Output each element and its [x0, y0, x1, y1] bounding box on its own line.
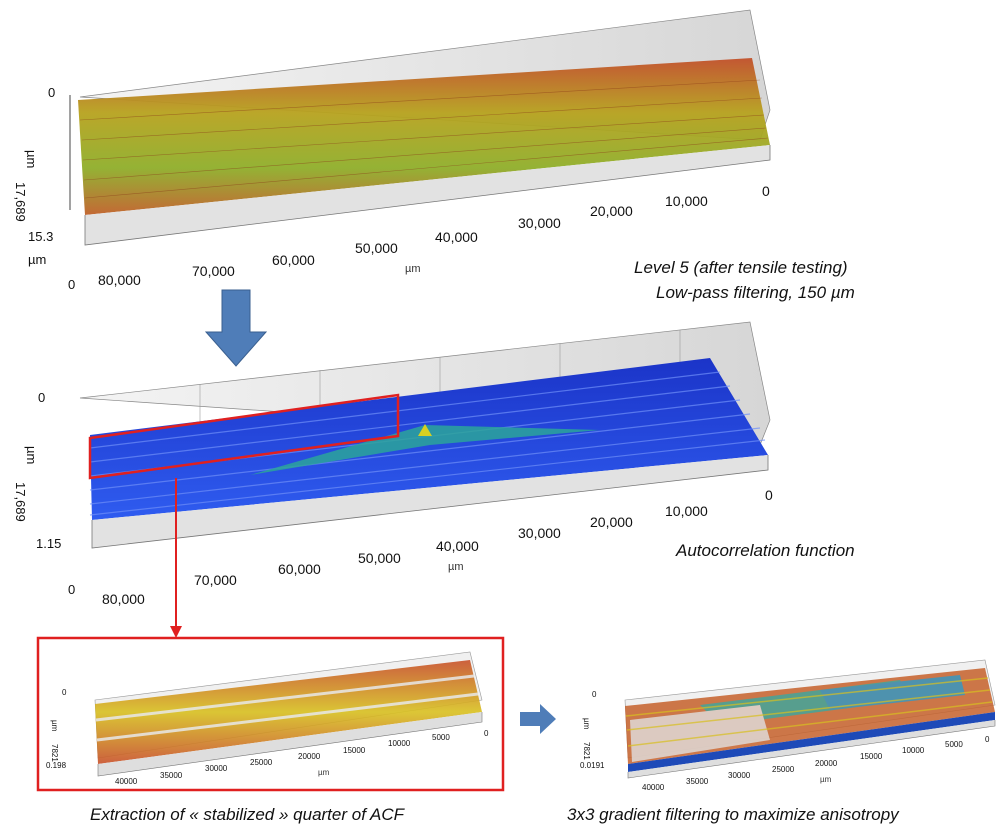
br-xtick-5: 15000 — [860, 752, 883, 761]
middle-y-zero: 0 — [68, 582, 75, 597]
top-xtick-1: 70,000 — [192, 263, 235, 279]
top-y-val: 15.3 — [28, 229, 53, 244]
middle-xtick-8: 0 — [765, 487, 773, 503]
br-z-val: 0.0191 — [580, 761, 605, 770]
bl-z-zero: 0 — [62, 688, 67, 697]
middle-acf-peak — [250, 425, 600, 475]
middle-xtick-3: 50,000 — [358, 550, 401, 566]
bl-z-unit: µm — [50, 720, 59, 732]
top-y-zero: 0 — [68, 277, 75, 292]
middle-xtick-4: 40,000 — [436, 538, 479, 554]
top-x-ticks: 80,000 70,000 60,000 50,000 40,000 30,00… — [98, 183, 770, 288]
br-xtick-2: 30000 — [728, 771, 751, 780]
bl-z-max: 7821 — [50, 744, 59, 762]
br-x-unit: µm — [820, 775, 832, 784]
br-xtick-3: 25000 — [772, 765, 795, 774]
top-caption-line1: Level 5 (after tensile testing) — [634, 258, 848, 277]
br-xtick-6: 10000 — [902, 746, 925, 755]
middle-caption: Autocorrelation function — [676, 541, 855, 560]
br-xtick-1: 35000 — [686, 777, 709, 786]
middle-z-unit: µm — [24, 446, 39, 464]
bl-xtick-4: 20000 — [298, 752, 321, 761]
middle-xtick-7: 10,000 — [665, 503, 708, 519]
top-surface-plot: 0 µm 17,689 15.3 µm 0 80,000 70,000 60,0… — [13, 9, 771, 292]
top-xtick-2: 60,000 — [272, 252, 315, 268]
bottom-left-frame — [36, 636, 505, 792]
br-xtick-4: 20000 — [815, 759, 838, 768]
bl-xtick-6: 10000 — [388, 739, 411, 748]
br-z-max: 7821 — [582, 742, 591, 760]
middle-xtick-2: 60,000 — [278, 561, 321, 577]
middle-x-unit: µm — [448, 561, 464, 573]
middle-acf-stripes — [89, 371, 766, 516]
bl-x-unit: µm — [318, 768, 330, 777]
down-arrow — [204, 289, 268, 367]
top-xtick-4: 40,000 — [435, 229, 478, 245]
top-xtick-0: 80,000 — [98, 272, 141, 288]
bl-xtick-3: 25000 — [250, 758, 273, 767]
top-x-unit: µm — [405, 263, 421, 275]
right-arrow — [520, 704, 556, 734]
middle-xtick-5: 30,000 — [518, 525, 561, 541]
top-xtick-3: 50,000 — [355, 240, 398, 256]
top-xtick-6: 20,000 — [590, 203, 633, 219]
bottom-left-plot: 0 µm 7821 0.198 40000 35000 30000 25000 … — [36, 636, 505, 792]
top-z-max: 17,689 — [13, 182, 28, 222]
bl-xtick-7: 5000 — [432, 733, 450, 742]
top-xtick-5: 30,000 — [518, 215, 561, 231]
br-xtick-7: 5000 — [945, 740, 963, 749]
top-xtick-8: 0 — [762, 183, 770, 199]
bl-xtick-5: 15000 — [343, 746, 366, 755]
bottom-right-plot: 0 µm 7821 0.0191 40000 35000 30000 25000… — [580, 659, 996, 792]
top-z-unit: µm — [24, 150, 39, 168]
bottom-left-caption: Extraction of « stabilized » quarter of … — [90, 805, 405, 824]
bl-xtick-1: 35000 — [160, 771, 183, 780]
middle-x-ticks: 80,000 70,000 60,000 50,000 40,000 30,00… — [102, 487, 773, 607]
middle-xtick-0: 80,000 — [102, 591, 145, 607]
top-caption-line2: Low-pass filtering, 150 µm — [656, 283, 855, 302]
bl-xtick-2: 30000 — [205, 764, 228, 773]
acf-quarter-highlight — [88, 393, 400, 480]
middle-xtick-6: 20,000 — [590, 514, 633, 530]
middle-base-edge — [91, 455, 769, 549]
middle-surface-plot: 0 µm 17,689 1.15 0 80,000 70,000 60,000 … — [13, 321, 773, 607]
top-y-unit: µm — [28, 252, 46, 267]
middle-y-val: 1.15 — [36, 536, 61, 551]
middle-xtick-1: 70,000 — [194, 572, 237, 588]
br-xtick-0: 40000 — [642, 783, 665, 792]
top-z-zero: 0 — [48, 85, 55, 100]
middle-acf-peak-tip — [418, 424, 432, 436]
br-xtick-8: 0 — [985, 735, 990, 744]
middle-z-max: 17,689 — [13, 482, 28, 522]
bl-xtick-8: 0 — [484, 729, 489, 738]
top-base-edge — [84, 145, 771, 246]
top-surface-texture — [79, 79, 769, 199]
bl-z-val: 0.198 — [46, 761, 67, 770]
bottom-right-caption: 3x3 gradient filtering to maximize aniso… — [567, 805, 899, 824]
br-z-zero: 0 — [592, 690, 597, 699]
br-z-unit: µm — [582, 718, 591, 730]
top-rough-surface — [78, 58, 770, 215]
top-xtick-7: 10,000 — [665, 193, 708, 209]
middle-z-zero: 0 — [38, 390, 45, 405]
bl-xtick-0: 40000 — [115, 777, 138, 786]
extraction-connector — [170, 478, 182, 638]
